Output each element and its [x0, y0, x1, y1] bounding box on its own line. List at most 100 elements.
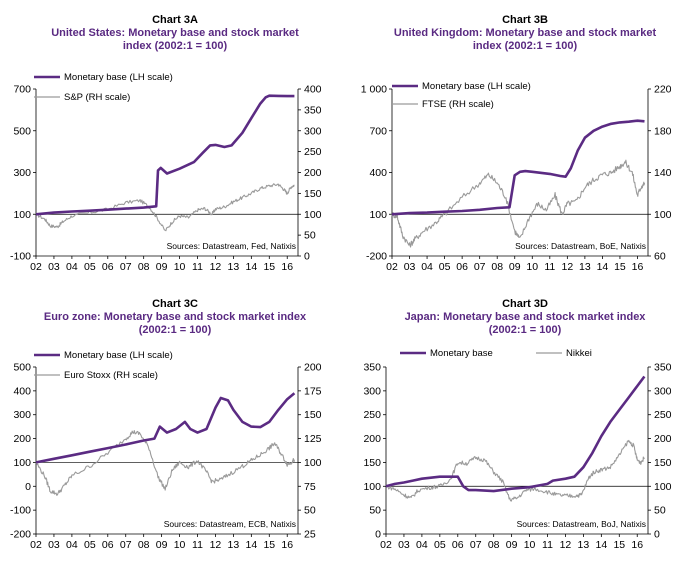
left-tick-label: 400: [13, 385, 31, 397]
right-tick-label: 0: [654, 529, 660, 541]
right-tick-label: 150: [304, 188, 322, 200]
right-tick-label: 50: [304, 230, 316, 242]
x-tick-label: 02: [380, 539, 392, 551]
right-tick-label: 200: [304, 167, 322, 179]
monetary-base-series-line: [385, 375, 646, 493]
x-tick-label: 15: [614, 261, 626, 273]
right-tick-label: 350: [304, 104, 322, 116]
x-tick-label: 05: [84, 539, 96, 551]
chart-title-line-1: United States: Monetary base and stock m…: [51, 27, 299, 39]
right-tick-label: 100: [654, 481, 672, 493]
x-tick-label: 07: [470, 539, 482, 551]
x-tick-label: 10: [524, 539, 536, 551]
left-tick-label: 250: [363, 409, 381, 421]
x-tick-label: 12: [561, 261, 573, 273]
left-tick-label: 100: [13, 209, 31, 221]
chart-title: Chart 3A United States: Monetary base an…: [0, 14, 350, 53]
x-tick-label: 14: [245, 261, 257, 273]
stock-index-series-line: [35, 183, 295, 232]
left-tick-label: 200: [363, 433, 381, 445]
x-tick-label: 14: [245, 539, 257, 551]
x-tick-label: 08: [488, 539, 500, 551]
chart-panel-3b: Chart 3B United Kingdom: Monetary base a…: [350, 0, 700, 283]
chart-panel-3a: Chart 3A United States: Monetary base an…: [0, 0, 350, 283]
right-tick-label: 0: [304, 251, 310, 263]
x-tick-label: 16: [631, 539, 643, 551]
chart-label: Chart 3D: [502, 298, 548, 310]
chart-label: Chart 3B: [502, 14, 548, 26]
right-tick-label: 100: [654, 209, 672, 221]
x-tick-label: 07: [120, 261, 132, 273]
x-tick-label: 10: [174, 261, 186, 273]
x-tick-label: 12: [210, 261, 222, 273]
chart-label: Chart 3C: [152, 298, 198, 310]
left-tick-label: 100: [363, 481, 381, 493]
chart-title: Chart 3D Japan: Monetary base and stock …: [350, 298, 700, 337]
legend-label: FTSE (RH scale): [422, 99, 494, 110]
x-tick-label: 04: [66, 261, 78, 273]
left-tick-label: 500: [13, 362, 31, 374]
x-tick-label: 03: [48, 261, 60, 273]
right-tick-label: 180: [654, 125, 672, 137]
chart-panel-3c: Chart 3C Euro zone: Monetary base and st…: [0, 284, 350, 567]
x-tick-label: 04: [421, 261, 433, 273]
x-tick-label: 05: [84, 261, 96, 273]
chart-3d-plot: 0501001502002503003500501001502002503003…: [363, 348, 672, 551]
monetary-base-series-line: [35, 94, 295, 216]
right-tick-label: 300: [654, 385, 672, 397]
x-tick-label: 05: [439, 261, 451, 273]
x-tick-label: 09: [509, 261, 521, 273]
x-tick-label: 15: [263, 261, 275, 273]
left-tick-label: 700: [13, 84, 31, 96]
x-tick-label: 10: [174, 539, 186, 551]
left-tick-label: 300: [13, 167, 31, 179]
monetary-base-series-line: [35, 392, 296, 464]
left-tick-label: 100: [369, 209, 387, 221]
left-tick-label: -100: [10, 251, 31, 263]
x-tick-label: 08: [491, 261, 503, 273]
x-tick-label: 03: [398, 539, 410, 551]
source-note: Sources: Datastream, ECB, Natixis: [164, 519, 296, 529]
x-tick-label: 16: [281, 261, 293, 273]
x-tick-label: 04: [66, 539, 78, 551]
chart-title-line-2: (2002:1 = 100): [488, 324, 562, 336]
x-tick-label: 13: [579, 261, 591, 273]
x-tick-label: 13: [228, 539, 240, 551]
right-tick-label: 175: [304, 385, 322, 397]
right-tick-label: 75: [304, 481, 316, 493]
left-tick-label: -200: [366, 251, 387, 263]
x-tick-label: 09: [156, 539, 168, 551]
chart-3b-plot: -200 100 400 700 1 000 60 100 140 180 220 02 03 04 05…: [361, 81, 672, 273]
legend-label: S&P (RH scale): [64, 92, 130, 103]
x-tick-label: 07: [120, 539, 132, 551]
right-tick-label: 60: [654, 251, 666, 263]
x-tick-label: 04: [416, 539, 428, 551]
right-tick-label: 140: [654, 167, 672, 179]
x-tick-label: 11: [544, 261, 555, 273]
left-tick-label: 100: [13, 457, 31, 469]
left-tick-label: 200: [13, 433, 31, 445]
stock-index-series-line: [385, 439, 645, 502]
left-tick-label: -200: [10, 529, 31, 541]
x-tick-label: 06: [102, 539, 114, 551]
right-tick-label: 200: [304, 362, 322, 374]
x-tick-label: 13: [228, 261, 240, 273]
right-tick-label: 400: [304, 84, 322, 96]
x-tick-label: 11: [192, 539, 203, 551]
legend-label: Nikkei: [566, 348, 592, 359]
chart-title: Chart 3B United Kingdom: Monetary base a…: [350, 14, 700, 53]
right-tick-label: 350: [654, 362, 672, 374]
right-tick-label: 100: [304, 457, 322, 469]
chart-title-line-2: index (2002:1 = 100): [122, 40, 228, 52]
chart-title: Chart 3C Euro zone: Monetary base and st…: [0, 298, 350, 337]
x-tick-label: 07: [474, 261, 486, 273]
x-tick-label: 10: [526, 261, 538, 273]
chart-title-line-1: Japan: Monetary base and stock market in…: [404, 311, 646, 323]
x-tick-label: 06: [456, 261, 468, 273]
right-tick-label: 250: [304, 146, 322, 158]
chart-title-line-1: Euro zone: Monetary base and stock marke…: [43, 311, 307, 323]
legend-label: Monetary base (LH scale): [64, 350, 173, 361]
left-tick-label: 0: [25, 481, 31, 493]
chart-title-line-2: (2002:1 = 100): [138, 324, 212, 336]
x-tick-label: 03: [48, 539, 60, 551]
